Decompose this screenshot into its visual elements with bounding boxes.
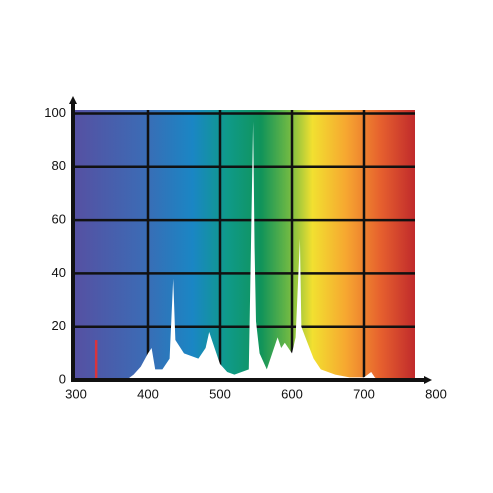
y-tick-label: 20	[52, 318, 66, 333]
x-tick-label: 300	[65, 386, 87, 401]
grid	[73, 110, 415, 380]
x-tick-label: 600	[281, 386, 303, 401]
x-tick-label: 400	[137, 386, 159, 401]
y-tick-label: 100	[44, 105, 66, 120]
tick-labels: 0 20 40 60 80 100 300 400 500 600 700 800	[44, 105, 447, 402]
marks	[94, 121, 379, 381]
x-tick-label: 700	[353, 386, 375, 401]
y-tick-label: 0	[59, 371, 66, 386]
x-tick-label: 500	[209, 386, 231, 401]
y-tick-label: 60	[52, 212, 66, 227]
x-tick-label: 800	[425, 386, 447, 401]
y-tick-label: 80	[52, 158, 66, 173]
y-tick-label: 40	[52, 265, 66, 280]
spectrum-area	[126, 121, 379, 381]
spectrum-background	[73, 110, 415, 380]
